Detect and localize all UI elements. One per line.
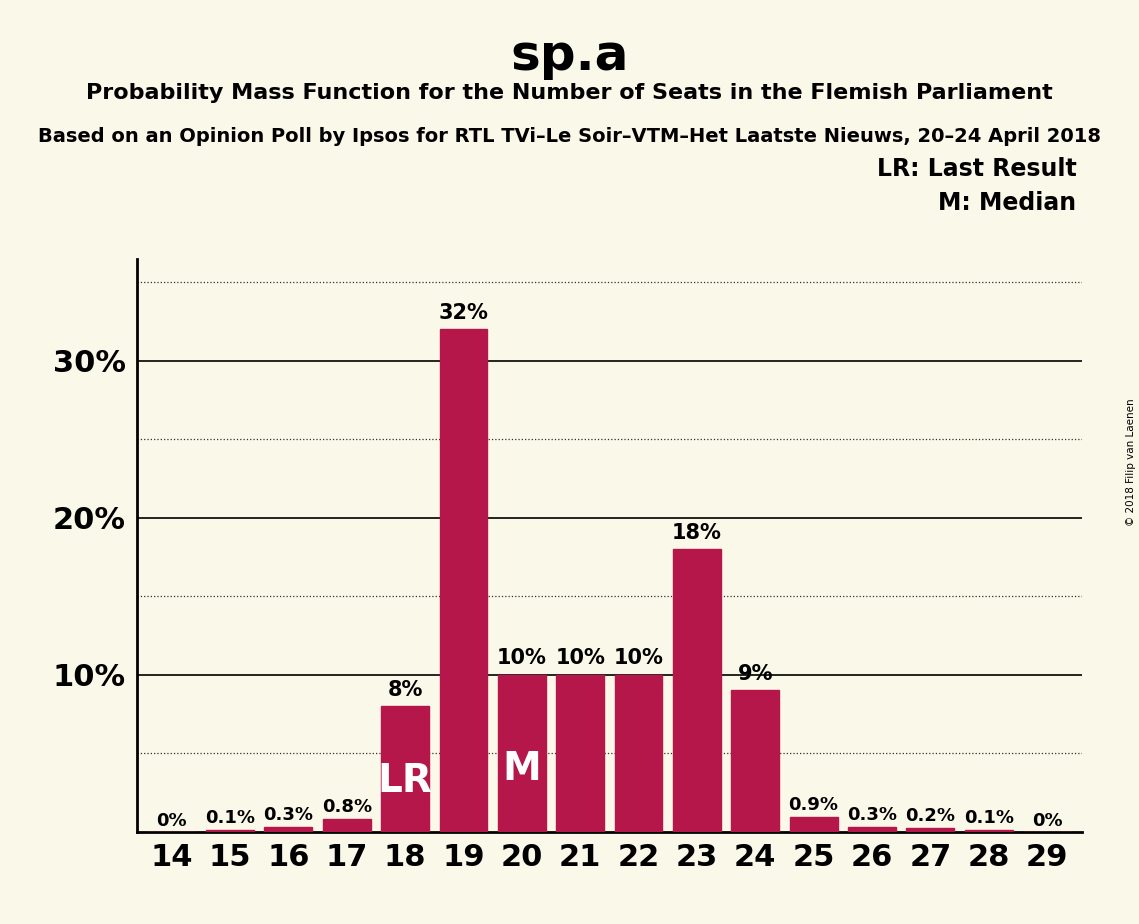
Text: 10%: 10%: [497, 649, 547, 668]
Text: 0.9%: 0.9%: [788, 796, 838, 814]
Text: 18%: 18%: [672, 523, 722, 542]
Text: M: Median: M: Median: [939, 191, 1076, 215]
Text: 0%: 0%: [1032, 812, 1063, 830]
Text: 0.2%: 0.2%: [906, 808, 956, 825]
Bar: [322, 819, 370, 832]
Bar: [206, 830, 254, 832]
Text: 0.1%: 0.1%: [205, 808, 255, 827]
Text: © 2018 Filip van Laenen: © 2018 Filip van Laenen: [1126, 398, 1136, 526]
Text: 0.3%: 0.3%: [263, 806, 313, 824]
Bar: [615, 675, 663, 832]
Text: 0.1%: 0.1%: [964, 808, 1014, 827]
Text: LR: LR: [378, 762, 433, 800]
Bar: [849, 827, 896, 832]
Bar: [731, 690, 779, 832]
Text: 0%: 0%: [156, 812, 187, 830]
Text: 10%: 10%: [555, 649, 605, 668]
Bar: [382, 706, 429, 832]
Bar: [907, 829, 954, 832]
Text: sp.a: sp.a: [510, 32, 629, 80]
Bar: [965, 830, 1013, 832]
Bar: [673, 549, 721, 832]
Bar: [264, 827, 312, 832]
Text: M: M: [502, 749, 541, 788]
Bar: [789, 818, 837, 832]
Text: Based on an Opinion Poll by Ipsos for RTL TVi–Le Soir–VTM–Het Laatste Nieuws, 20: Based on an Opinion Poll by Ipsos for RT…: [38, 127, 1101, 146]
Text: Probability Mass Function for the Number of Seats in the Flemish Parliament: Probability Mass Function for the Number…: [87, 83, 1052, 103]
Text: 10%: 10%: [614, 649, 664, 668]
Bar: [440, 329, 487, 832]
Text: 9%: 9%: [738, 664, 773, 684]
Text: 0.8%: 0.8%: [321, 798, 371, 816]
Bar: [556, 675, 604, 832]
Text: 32%: 32%: [439, 303, 489, 323]
Text: 0.3%: 0.3%: [847, 806, 898, 824]
Text: 8%: 8%: [387, 680, 423, 699]
Text: LR: Last Result: LR: Last Result: [877, 157, 1076, 181]
Bar: [498, 675, 546, 832]
